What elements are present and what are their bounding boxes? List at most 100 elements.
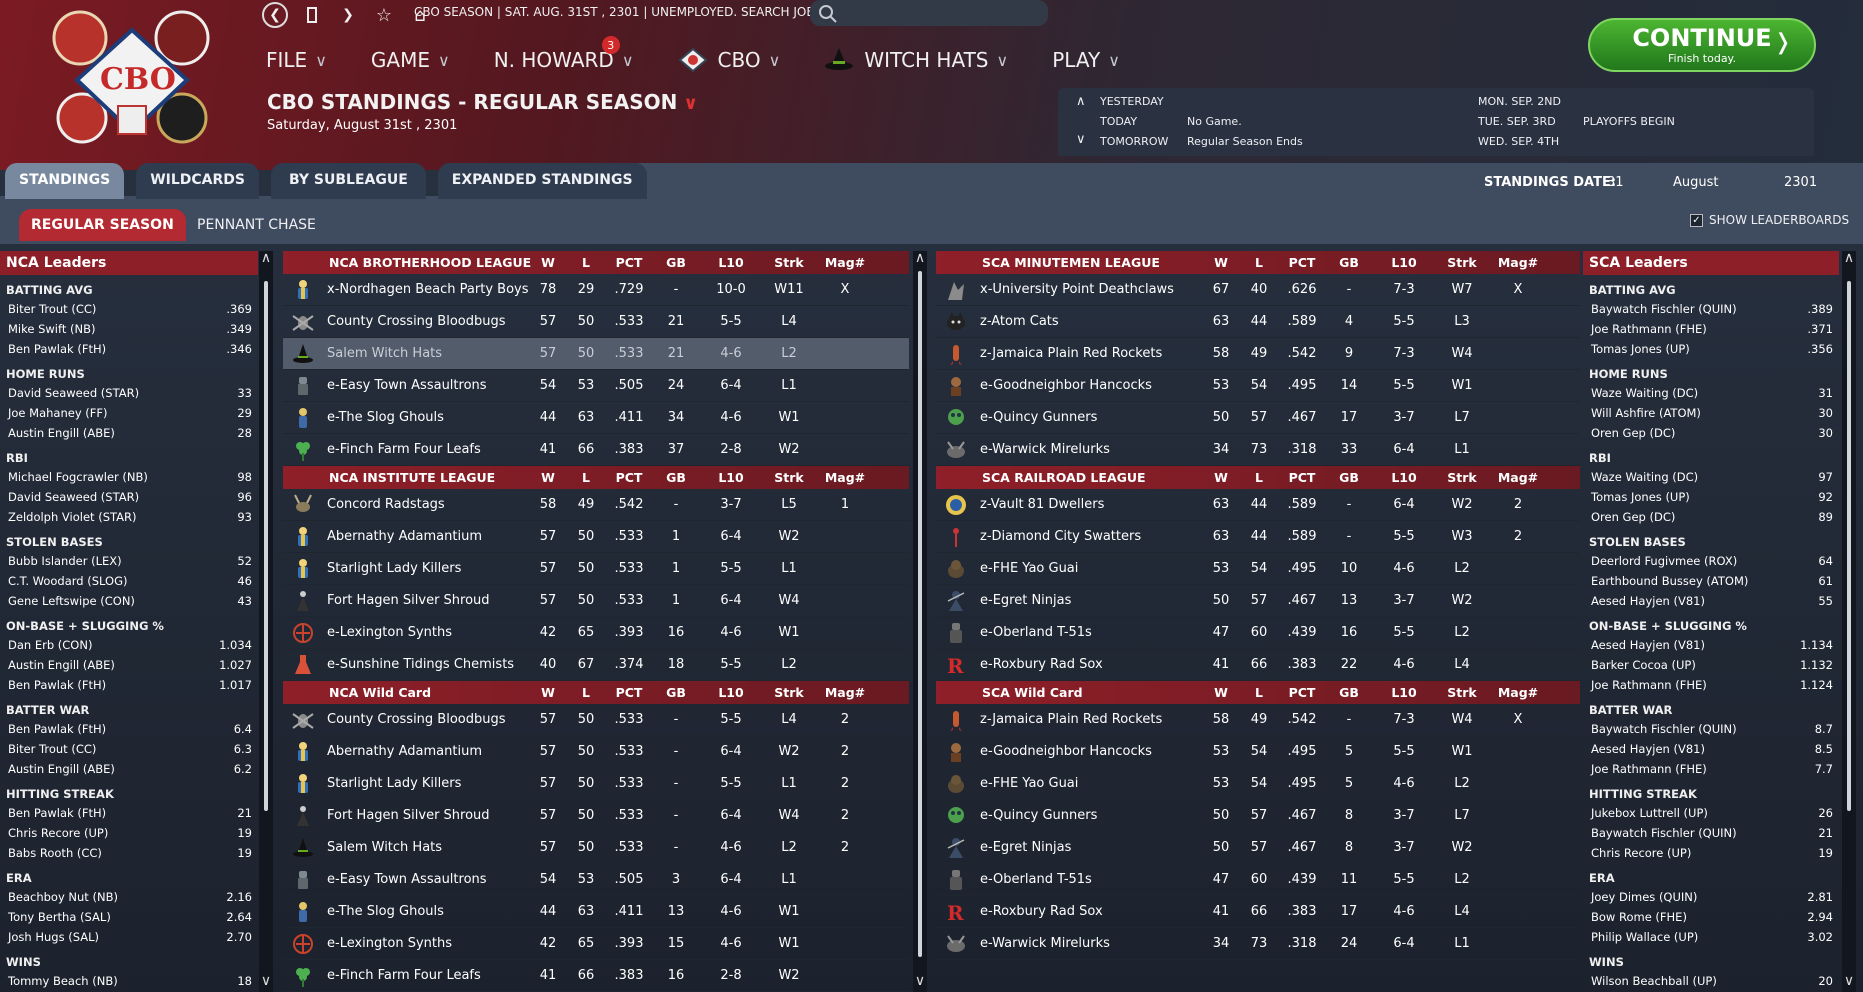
team-name[interactable]: e-Lexington Synths <box>327 936 452 951</box>
leader-row[interactable]: Chris Recore (UP) 19 <box>0 823 258 843</box>
column-header-l10[interactable]: L10 <box>1391 255 1417 270</box>
column-header-gb[interactable]: GB <box>1339 255 1359 270</box>
leader-row[interactable]: David Seaweed (STAR) 33 <box>0 383 258 403</box>
team-name[interactable]: e-Egret Ninjas <box>980 840 1072 855</box>
star-icon[interactable]: ☆ <box>375 4 393 26</box>
team-name[interactable]: Fort Hagen Silver Shroud <box>327 593 490 608</box>
column-header-pct[interactable]: PCT <box>1288 255 1316 270</box>
team-row[interactable]: e-Finch Farm Four Leafs 41 66 .383 16 2-8 W2 <box>283 960 909 992</box>
column-header-gb[interactable]: GB <box>1339 470 1359 485</box>
team-name[interactable]: Starlight Lady Killers <box>327 561 462 576</box>
team-name[interactable]: e-Easy Town Assaultrons <box>327 378 487 393</box>
team-row[interactable]: x-University Point Deathclaws 67 40 .626 - 7-… <box>936 274 1580 306</box>
back-icon[interactable]: ❮ <box>262 2 288 28</box>
standings-year[interactable]: 2301 <box>1784 175 1818 190</box>
leader-row[interactable]: Waze Waiting (DC) 31 <box>1583 383 1839 403</box>
leader-row[interactable]: Ben Pawlak (FtH) 6.4 <box>0 719 258 739</box>
team-name[interactable]: z-Diamond City Swatters <box>980 529 1142 544</box>
column-header-w[interactable]: W <box>541 255 555 270</box>
column-header-l[interactable]: L <box>1255 685 1263 700</box>
leader-row[interactable]: Joey Dimes (QUIN) 2.81 <box>1583 887 1839 907</box>
continue-button[interactable]: CONTINUE Finish today. ❭ <box>1588 18 1816 72</box>
scroll-down-icon[interactable]: ∨ <box>260 973 272 989</box>
team-row[interactable]: Fort Hagen Silver Shroud 57 50 .533 1 6-4 W4 <box>283 585 909 617</box>
standings-day[interactable]: 31 <box>1607 175 1624 190</box>
leader-row[interactable]: Beachboy Nut (NB) 2.16 <box>0 887 258 907</box>
scrollbar-thumb[interactable] <box>264 281 268 811</box>
leader-row[interactable]: Wilson Beachball (UP) 20 <box>1583 971 1839 991</box>
team-row[interactable]: e-Easy Town Assaultrons 54 53 .505 24 6-4 L1 <box>283 370 909 402</box>
column-header-mag[interactable]: Mag# <box>1497 685 1539 700</box>
team-row[interactable]: z-Diamond City Swatters 63 44 .589 - 5-5 W3 2 <box>936 521 1580 553</box>
leader-row[interactable]: Joe Rathmann (FHE) 7.7 <box>1583 759 1839 779</box>
menu-game[interactable]: GAME ∨ <box>371 48 450 72</box>
column-header-strk[interactable]: Strk <box>1447 685 1477 700</box>
leader-row[interactable]: Zeldolph Violet (STAR) 93 <box>0 507 258 527</box>
team-name[interactable]: e-Warwick Mirelurks <box>980 442 1110 457</box>
leaders-scrollbar[interactable]: ∧ ∨ <box>1842 251 1856 992</box>
team-name[interactable]: z-Jamaica Plain Red Rockets <box>980 712 1163 727</box>
team-row[interactable]: e-Warwick Mirelurks 34 73 .318 24 6-4 L1 <box>936 928 1580 960</box>
team-name[interactable]: z-Atom Cats <box>980 314 1059 329</box>
team-name[interactable]: e-Roxbury Rad Sox <box>980 657 1103 672</box>
team-row[interactable]: e-The Slog Ghouls 44 63 .411 34 4-6 W1 <box>283 402 909 434</box>
team-name[interactable]: Concord Radstags <box>327 497 445 512</box>
team-row[interactable]: Starlight Lady Killers 57 50 .533 1 5-5 L1 <box>283 553 909 585</box>
column-header-mag[interactable]: Mag# <box>1497 470 1539 485</box>
bookmark-icon[interactable] <box>300 3 324 27</box>
search-input[interactable] <box>810 0 1048 26</box>
team-row[interactable]: e-Easy Town Assaultrons 54 53 .505 3 6-4 L1 <box>283 864 909 896</box>
tab-pennant-chase[interactable]: PENNANT CHASE <box>197 217 316 233</box>
team-name[interactable]: e-Finch Farm Four Leafs <box>327 442 481 457</box>
team-row[interactable]: z-Vault 81 Dwellers 63 44 .589 - 6-4 W2 2 <box>936 489 1580 521</box>
column-header-pct[interactable]: PCT <box>615 470 643 485</box>
leader-row[interactable]: Joe Rathmann (FHE) 1.124 <box>1583 675 1839 695</box>
team-row[interactable]: e-Oberland T-51s 47 60 .439 16 5-5 L2 <box>936 617 1580 649</box>
leader-row[interactable]: Dan Erb (CON) 1.034 <box>0 635 258 655</box>
team-name[interactable]: Abernathy Adamantium <box>327 529 482 544</box>
team-row[interactable]: z-Atom Cats 63 44 .589 4 5-5 L3 <box>936 306 1580 338</box>
standings-month[interactable]: August <box>1673 175 1719 190</box>
checkbox-icon[interactable]: ✓ <box>1690 213 1703 227</box>
column-header-gb[interactable]: GB <box>666 470 686 485</box>
leader-row[interactable]: Ben Pawlak (FtH) 1.017 <box>0 675 258 695</box>
column-header-w[interactable]: W <box>1214 470 1228 485</box>
menu-team[interactable]: WITCH HATS ∨ <box>824 47 1008 73</box>
column-header-gb[interactable]: GB <box>1339 685 1359 700</box>
team-name[interactable]: e-Oberland T-51s <box>980 625 1092 640</box>
team-name[interactable]: e-Quincy Gunners <box>980 808 1098 823</box>
team-name[interactable]: z-Vault 81 Dwellers <box>980 497 1105 512</box>
column-header-pct[interactable]: PCT <box>615 685 643 700</box>
leader-row[interactable]: Tommy Beach (NB) 18 <box>0 971 258 991</box>
leader-row[interactable]: Barker Cocoa (UP) 1.132 <box>1583 655 1839 675</box>
column-header-mag[interactable]: Mag# <box>1497 255 1539 270</box>
leader-row[interactable]: Deerlord Fugivmee (ROX) 64 <box>1583 551 1839 571</box>
scroll-down-icon[interactable]: ∨ <box>1076 132 1086 147</box>
team-name[interactable]: County Crossing Bloodbugs <box>327 712 506 727</box>
leader-row[interactable]: Joe Mahaney (FF) 29 <box>0 403 258 423</box>
leader-row[interactable]: Philip Wallace (UP) 3.02 <box>1583 927 1839 947</box>
leader-row[interactable]: Earthbound Bussey (ATOM) 61 <box>1583 571 1839 591</box>
team-row[interactable]: e-Oberland T-51s 47 60 .439 11 5-5 L2 <box>936 864 1580 896</box>
column-header-l10[interactable]: L10 <box>718 470 744 485</box>
leader-row[interactable]: Jukebox Luttrell (UP) 26 <box>1583 803 1839 823</box>
leader-row[interactable]: Chris Recore (UP) 19 <box>1583 843 1839 863</box>
leader-row[interactable]: Tony Bertha (SAL) 2.64 <box>0 907 258 927</box>
column-header-pct[interactable]: PCT <box>615 255 643 270</box>
team-name[interactable]: Salem Witch Hats <box>327 840 443 855</box>
team-name[interactable]: e-Oberland T-51s <box>980 872 1092 887</box>
leader-row[interactable]: Ben Pawlak (FtH) .346 <box>0 339 258 359</box>
tab-wildcards[interactable]: WILDCARDS <box>136 163 260 199</box>
team-name[interactable]: Fort Hagen Silver Shroud <box>327 808 490 823</box>
column-header-strk[interactable]: Strk <box>774 685 804 700</box>
team-row[interactable]: e-Quincy Gunners 50 57 .467 17 3-7 L7 <box>936 402 1580 434</box>
leader-row[interactable]: David Seaweed (STAR) 96 <box>0 487 258 507</box>
scroll-up-icon[interactable]: ∧ <box>260 250 272 266</box>
team-name[interactable]: e-The Slog Ghouls <box>327 904 444 919</box>
chevron-down-icon[interactable]: ∨ <box>683 93 699 114</box>
leader-row[interactable]: Austin Engill (ABE) 1.027 <box>0 655 258 675</box>
leader-row[interactable]: Joe Rathmann (FHE) .371 <box>1583 319 1839 339</box>
column-header-l10[interactable]: L10 <box>1391 685 1417 700</box>
scroll-down-icon[interactable]: ∨ <box>1843 973 1855 989</box>
